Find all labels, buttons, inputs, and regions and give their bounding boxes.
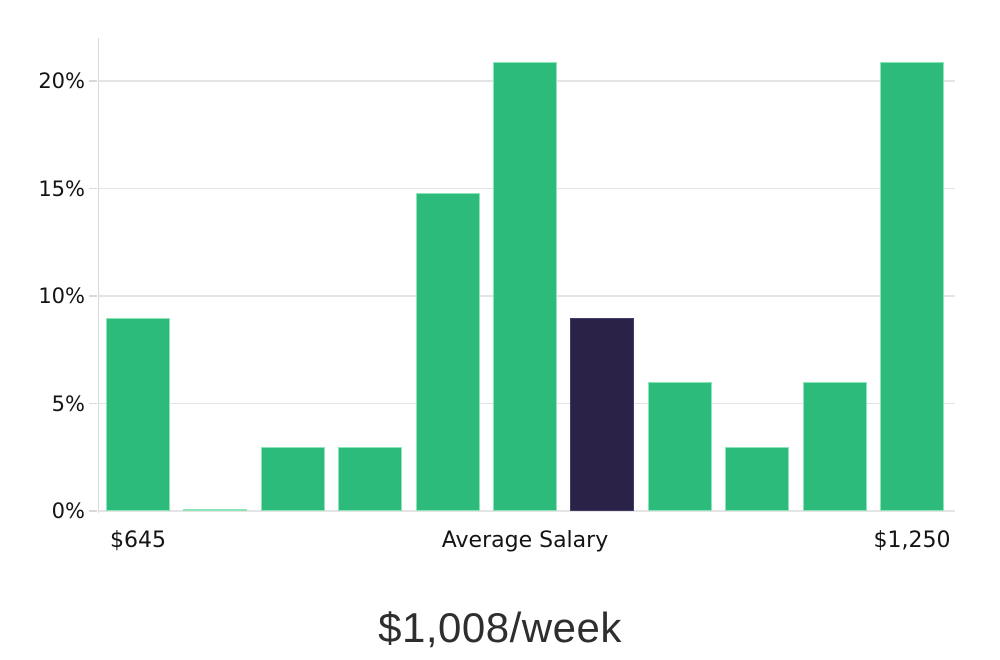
x-axis-tick-label: Average Salary <box>441 528 609 553</box>
x-axis-tick-label: $645 <box>110 528 166 553</box>
bar <box>647 382 712 511</box>
bar <box>338 446 403 511</box>
highlighted-average-bar <box>570 317 635 511</box>
bar <box>493 61 557 511</box>
y-axis-tick-mark <box>89 295 97 297</box>
y-axis-tick-label: 15% <box>38 176 85 201</box>
y-axis-tick-mark <box>89 510 97 512</box>
y-axis-line <box>97 38 99 513</box>
bar <box>415 192 480 511</box>
gridline-0% <box>99 510 955 512</box>
chart-title: $1,008/week <box>378 604 622 651</box>
y-axis-tick-mark <box>89 80 97 82</box>
y-axis-tick-label: 5% <box>51 391 85 416</box>
y-axis-tick-mark <box>89 402 97 405</box>
bar <box>725 446 790 511</box>
bar <box>880 61 944 511</box>
y-axis-tick-label: 0% <box>51 499 85 523</box>
chart-plot-area <box>89 38 955 513</box>
y-axis-tick-label: 10% <box>38 284 85 308</box>
bar <box>183 508 248 511</box>
y-axis-tick-label: 20% <box>38 69 85 93</box>
bar <box>260 446 325 511</box>
bar <box>802 382 867 511</box>
y-axis-tick-mark <box>89 187 97 190</box>
bar <box>106 317 170 511</box>
x-axis-tick-label: $1,250 <box>873 528 951 553</box>
